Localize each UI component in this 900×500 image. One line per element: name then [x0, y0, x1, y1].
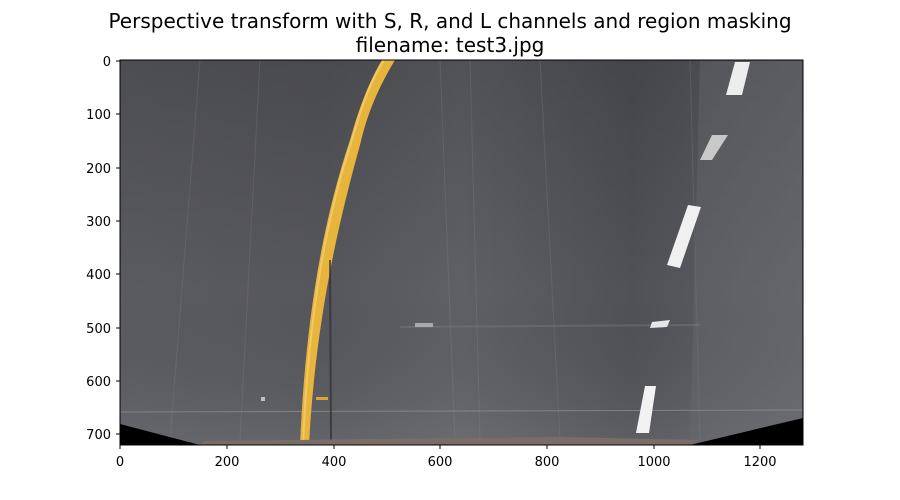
- figure-title: Perspective transform with S, R, and L c…: [108, 9, 792, 33]
- x-tick-label: 800: [535, 455, 560, 470]
- figure-subtitle: filename: test3.jpg: [355, 33, 545, 57]
- road-image: [120, 60, 803, 445]
- x-tick-label: 1000: [637, 455, 670, 470]
- y-tick-label: 500: [86, 322, 111, 337]
- x-tick-label: 600: [428, 455, 453, 470]
- y-tick-label: 400: [86, 268, 111, 283]
- car-hood: [200, 437, 700, 445]
- axes-frame: [119, 59, 804, 446]
- mask-right: [690, 418, 803, 445]
- x-tick-label: 1200: [743, 455, 776, 470]
- y-tick-label: 600: [86, 375, 111, 390]
- mask-left: [120, 424, 200, 445]
- x-tick-label: 0: [116, 455, 124, 470]
- white-lane-dash: [650, 320, 670, 328]
- y-axis: 0 100 200 300 400 500 600 700: [86, 55, 120, 443]
- x-axis: 0 200 400 600 800 1000 1200: [116, 445, 777, 470]
- white-lane-dash: [700, 135, 728, 160]
- white-lane-dash: [667, 205, 701, 268]
- x-tick-label: 200: [215, 455, 240, 470]
- y-tick-label: 700: [86, 428, 111, 443]
- x-tick-label: 400: [322, 455, 347, 470]
- y-tick-label: 100: [86, 108, 111, 123]
- white-lane-dash: [726, 62, 750, 95]
- y-tick-label: 0: [103, 55, 111, 70]
- y-tick-label: 200: [86, 162, 111, 177]
- y-tick-label: 300: [86, 215, 111, 230]
- yellow-lane-line: [300, 60, 395, 445]
- white-lane-dash: [636, 386, 656, 433]
